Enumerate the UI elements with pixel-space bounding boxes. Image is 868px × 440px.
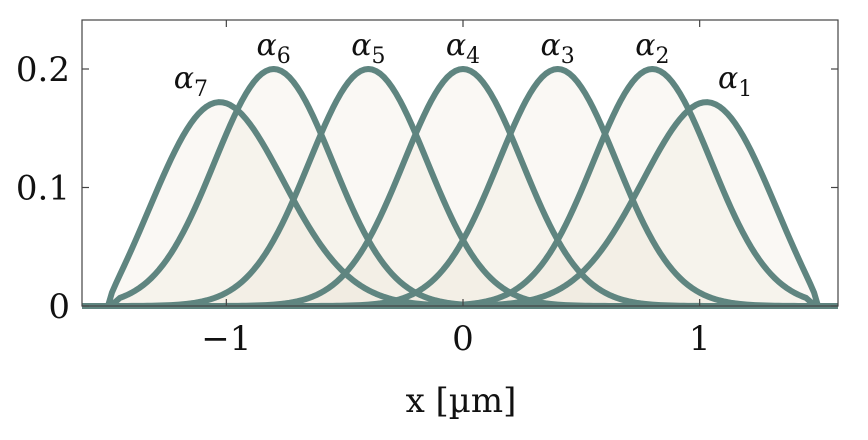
series-fill-1 [108, 102, 818, 307]
series-label-7: α7 [174, 61, 208, 102]
series-fill-3 [108, 69, 818, 306]
axis-ticks [82, 20, 838, 307]
series-fill-5 [108, 69, 818, 306]
series-fill-6 [108, 69, 818, 306]
series-fills [108, 69, 818, 307]
axis-tick-labels: −1 0 1 0 0.1 0.2 [16, 50, 711, 359]
series-label-6: α6 [257, 28, 291, 69]
series-label-4: α4 [446, 28, 480, 69]
series-fill-4 [108, 69, 818, 306]
y-tick-label: 0.1 [16, 169, 70, 209]
series-label-2: α2 [635, 28, 669, 69]
x-tick-label: 0 [452, 319, 474, 359]
x-axis-label: x [µm] [406, 381, 517, 421]
series-labels: α7 α6 α5 α4 α3 α2 α1 [174, 28, 753, 102]
y-tick-label: 0.2 [16, 50, 70, 90]
plot-frame [81, 19, 839, 307]
series-fill-2 [108, 69, 818, 306]
series-fill-7 [108, 102, 818, 307]
series-label-3: α3 [541, 28, 575, 69]
x-tick-label: −1 [201, 319, 251, 359]
series-label-5: α5 [351, 28, 385, 69]
x-tick-label: 1 [689, 319, 711, 359]
y-tick-label: 0 [48, 287, 70, 327]
series-label-1: α1 [718, 61, 752, 102]
